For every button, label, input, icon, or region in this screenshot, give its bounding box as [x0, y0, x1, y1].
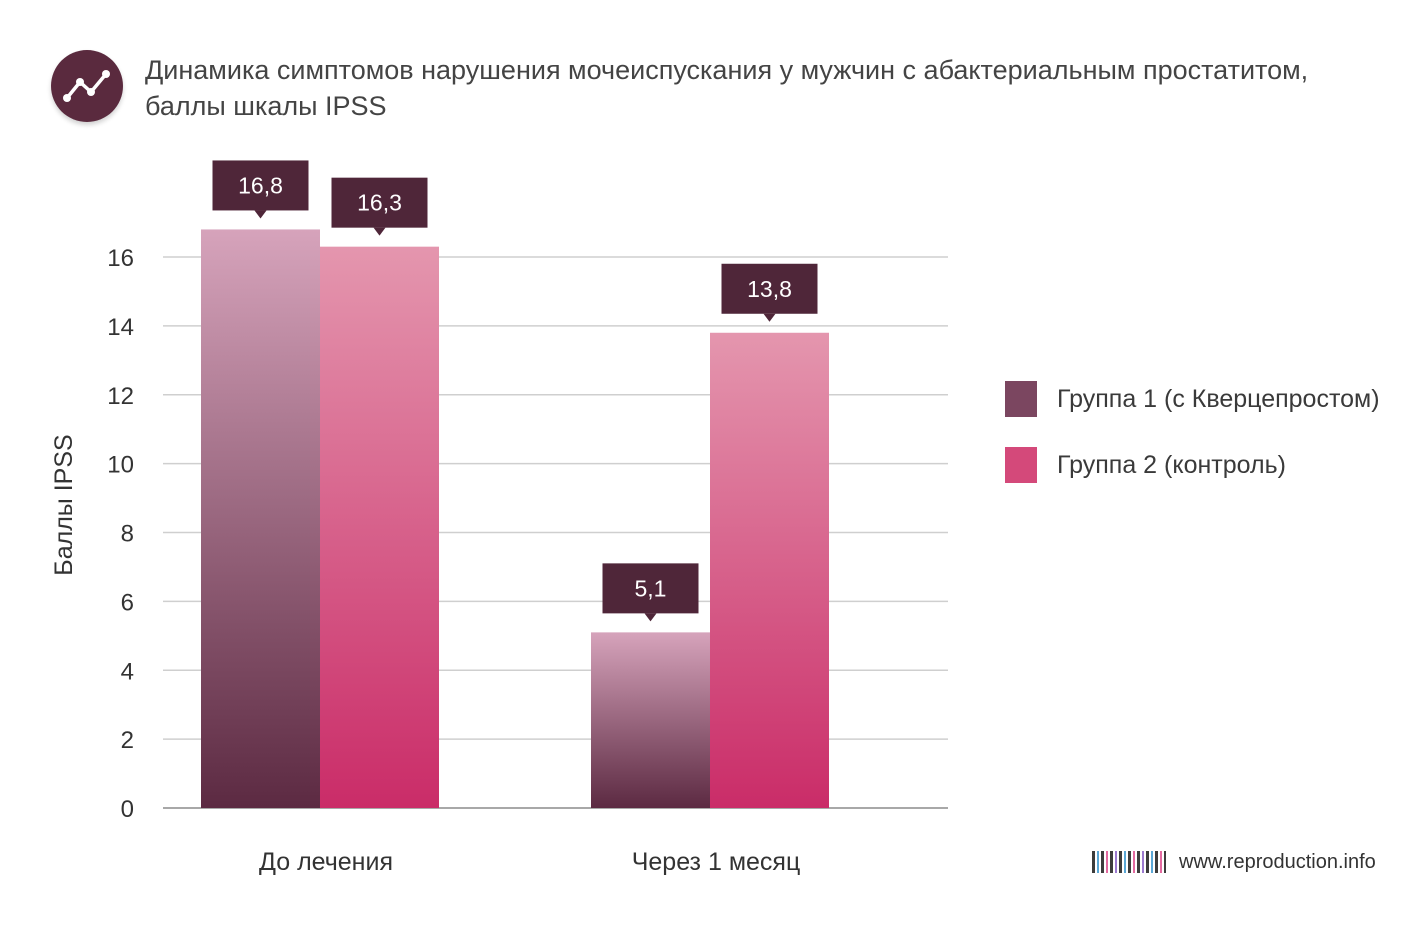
bar-1-1 — [201, 229, 320, 808]
data-label-text: 16,8 — [238, 172, 283, 198]
x-axis-categories: До лечения Через 1 месяц — [259, 848, 800, 876]
y-tick-label: 0 — [121, 796, 134, 823]
data-label: 16,3 — [331, 177, 428, 236]
data-label-text: 13,8 — [747, 276, 792, 302]
x-category-label: До лечения — [259, 848, 393, 876]
bar-2-2 — [710, 332, 829, 808]
trend-line-icon — [63, 70, 110, 102]
chart-badge — [51, 50, 123, 122]
legend-label-group-1: Группа 1 (с Кверцепростом) — [1057, 385, 1380, 413]
y-tick-label: 8 — [121, 521, 134, 548]
data-label: 13,8 — [721, 263, 818, 322]
y-tick-label: 2 — [121, 727, 134, 754]
bar-2-1 — [320, 246, 439, 808]
y-tick-label: 12 — [107, 383, 134, 410]
y-tick-label: 10 — [107, 452, 134, 479]
data-labels: 16,8 16,3 5,1 13,8 — [212, 160, 818, 622]
chart-title-line-2: баллы шкалы IPSS — [145, 91, 387, 121]
legend-swatch-group-2 — [1005, 447, 1037, 483]
chart-title-line-1: Динамика симптомов нарушения мочеиспуска… — [145, 55, 1309, 85]
y-tick-label: 4 — [121, 658, 134, 685]
data-label: 5,1 — [602, 563, 699, 622]
y-axis-label: Баллы IPSS — [50, 434, 78, 575]
y-tick-label: 16 — [107, 245, 134, 272]
y-axis-ticks: 0 2 4 6 8 10 12 14 16 — [107, 245, 134, 823]
y-tick-label: 6 — [121, 589, 134, 616]
data-label-text: 5,1 — [635, 575, 667, 601]
bar-1-2 — [591, 632, 710, 808]
y-tick-label: 14 — [107, 314, 134, 341]
x-category-label: Через 1 месяц — [632, 848, 801, 876]
barcode-icon — [1092, 851, 1166, 873]
legend-swatch-group-1 — [1005, 381, 1037, 417]
chart-title: Динамика симптомов нарушения мочеиспуска… — [145, 52, 1375, 124]
bars — [201, 229, 829, 808]
site-url: www.reproduction.info — [1179, 851, 1376, 873]
legend-label-group-2: Группа 2 (контроль) — [1057, 451, 1286, 479]
data-label-text: 16,3 — [357, 190, 402, 216]
data-label: 16,8 — [212, 160, 309, 219]
